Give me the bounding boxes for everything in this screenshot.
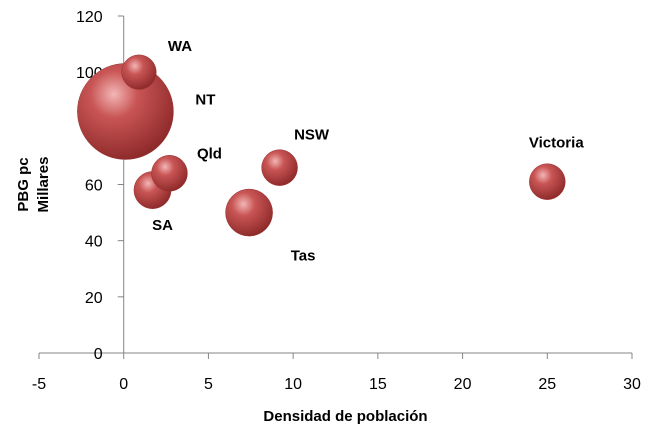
y-tick-label: 20 [85,290,103,307]
x-tick-label: 0 [119,376,128,393]
bubble-wa [121,54,157,90]
bubble-victoria [529,163,566,200]
point-label-qld: Qld [197,145,222,162]
x-tick-label: 30 [623,376,641,393]
point-label-nsw: NSW [294,127,330,144]
bubble-tas [225,188,273,237]
bubble-nsw [261,149,298,186]
x-tick-label: 25 [538,376,556,393]
y-axis-title-line-1: PBG pc [15,157,32,211]
point-label-wa: WA [168,38,192,55]
point-label-nt: NT [195,91,215,108]
y-tick-label: 120 [76,9,103,26]
point-labels: NT WA SA Qld Tas NSW Victoria [152,38,584,264]
x-tick-label: 5 [204,376,213,393]
bubbles [77,54,566,237]
bubble-qld [151,155,188,192]
point-label-tas: Tas [291,248,316,265]
x-tick-label: -5 [32,376,46,393]
x-tick-label: 20 [454,376,472,393]
y-tick-label: 0 [94,346,103,363]
y-axis-title-line-2: Millares [35,157,52,213]
point-label-victoria: Victoria [529,135,584,152]
point-label-sa: SA [152,217,173,234]
axes: -5051015202530020406080100120 [32,9,641,393]
x-tick-label: 10 [284,376,302,393]
x-axis-title: Densidad de población [263,408,427,425]
x-tick-label: 15 [369,376,387,393]
y-tick-label: 40 [85,234,103,251]
axis-titles: Densidad de población PBG pc Millares [15,157,428,425]
y-tick-label: 60 [85,178,103,195]
